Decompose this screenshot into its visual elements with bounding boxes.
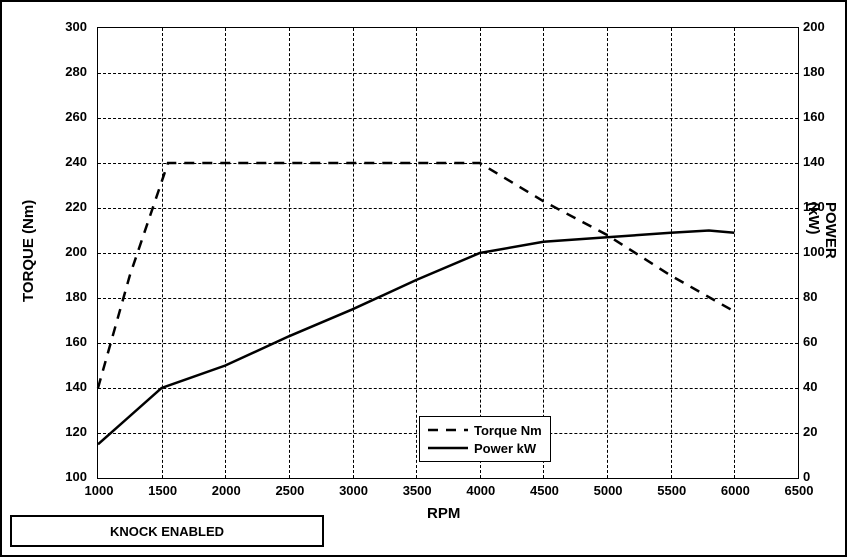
y-right-tick-label: 140 [803,154,825,169]
y-left-tick-label: 140 [65,379,87,394]
knock-enabled-box: KNOCK ENABLED [10,515,324,547]
y-axis-left-title: TORQUE (Nm) [20,200,37,302]
knock-enabled-label: KNOCK ENABLED [110,524,224,539]
y-right-tick-label: 160 [803,109,825,124]
y-left-tick-label: 180 [65,289,87,304]
x-axis-title: RPM [427,505,460,522]
series-line [98,231,734,445]
y-left-tick-label: 260 [65,109,87,124]
legend-item: Power kW [428,439,542,457]
y-left-tick-label: 300 [65,19,87,34]
x-tick-label: 3500 [397,483,437,498]
legend-label: Power kW [474,441,536,456]
y-right-tick-label: 20 [803,424,817,439]
legend-item: Torque Nm [428,421,542,439]
x-tick-label: 4000 [461,483,501,498]
x-tick-label: 2000 [206,483,246,498]
y-left-tick-label: 240 [65,154,87,169]
y-left-tick-label: 200 [65,244,87,259]
y-left-tick-label: 220 [65,199,87,214]
y-right-tick-label: 200 [803,19,825,34]
y-right-tick-label: 0 [803,469,810,484]
y-right-tick-label: 40 [803,379,817,394]
x-tick-label: 4500 [524,483,564,498]
x-tick-label: 5000 [588,483,628,498]
x-tick-label: 3000 [334,483,374,498]
x-tick-label: 1000 [79,483,119,498]
y-right-tick-label: 60 [803,334,817,349]
y-right-tick-label: 120 [803,199,825,214]
x-tick-label: 6000 [715,483,755,498]
x-tick-label: 2500 [270,483,310,498]
legend-swatch-icon [428,423,468,437]
y-left-tick-label: 100 [65,469,87,484]
x-tick-label: 5500 [652,483,692,498]
series-line [98,163,734,388]
series-svg [98,28,798,478]
y-left-tick-label: 160 [65,334,87,349]
legend-label: Torque Nm [474,423,542,438]
legend-swatch-icon [428,441,468,455]
y-left-tick-label: 280 [65,64,87,79]
y-right-tick-label: 80 [803,289,817,304]
x-tick-label: 6500 [779,483,819,498]
x-tick-label: 1500 [143,483,183,498]
y-right-tick-label: 180 [803,64,825,79]
plot-area [97,27,799,479]
y-right-tick-label: 100 [803,244,825,259]
legend: Torque Nm Power kW [419,416,551,462]
chart-frame: TORQUE (Nm) POWER (kW) RPM KNOCK ENABLED… [0,0,847,557]
y-left-tick-label: 120 [65,424,87,439]
